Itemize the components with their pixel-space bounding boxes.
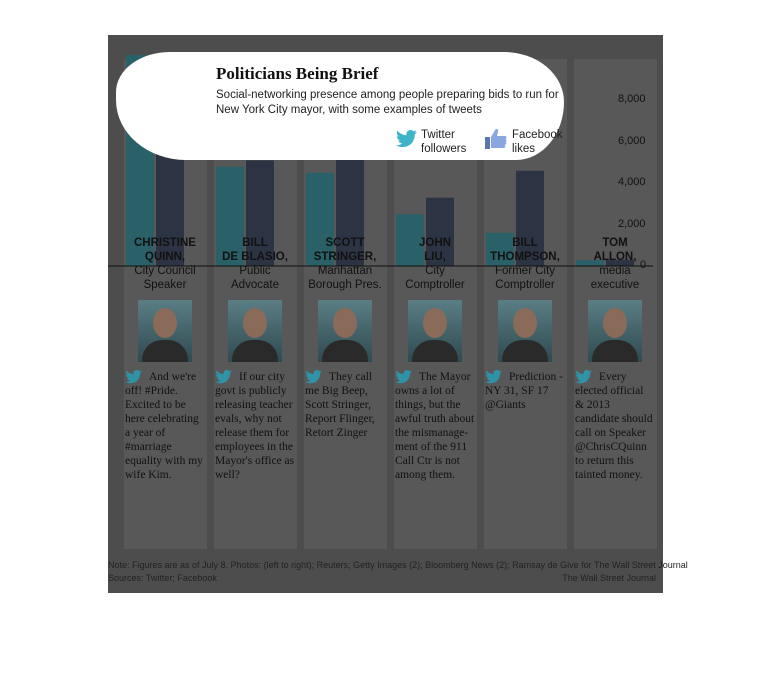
candidate-name: DE BLASIO,: [222, 251, 288, 263]
facebook-bar-2: [336, 141, 364, 266]
twitter-bird-icon: [396, 130, 417, 148]
legend-facebook: Facebook likes: [484, 128, 563, 156]
candidate-name: ALLON,: [593, 251, 637, 263]
candidate-name: THOMPSON,: [490, 251, 560, 263]
candidate-name: BILL: [512, 237, 538, 249]
candidate-name-block: BILL THOMPSON, Former City Comptroller: [480, 236, 570, 292]
candidate-name: STRINGER,: [313, 251, 377, 263]
tweet-body: And we're off! #Pride. Excited to be her…: [125, 371, 203, 481]
candidate-name: TOM: [602, 237, 628, 249]
facebook-bar-3: [426, 197, 454, 266]
candidate-name: LIU,: [424, 251, 446, 263]
legend-facebook-label-1: Facebook: [512, 129, 563, 141]
legend-twitter: Twitter followers: [396, 128, 466, 156]
facebook-bar-1: [246, 160, 274, 266]
candidate-name: JOHN: [419, 237, 451, 249]
chart-title: Politicians Being Brief: [216, 64, 379, 83]
y-tick-label: 8,000: [618, 93, 646, 106]
candidate-role: City Council: [134, 265, 196, 277]
facebook-bar-5: [606, 259, 634, 266]
tweet-body: Prediction - NY 31, SF 17 @Giants: [485, 371, 563, 411]
candidate-role: Speaker: [143, 279, 187, 291]
candidate-name: BILL: [242, 237, 268, 249]
y-tick-label: 6,000: [618, 134, 646, 147]
candidate-photo: [138, 300, 192, 362]
candidate-name-block: JOHN LIU, City Comptroller: [390, 236, 480, 292]
tweet-body: The Mayor owns a lot of things, but the …: [395, 371, 475, 481]
twitter-bird-icon: [125, 370, 142, 384]
tweet-text: Every elected official & 2013 candidate …: [575, 370, 655, 482]
twitter-bird-icon: [575, 370, 592, 384]
candidate-role: Former City: [494, 265, 556, 277]
candidate-name: SCOTT: [325, 237, 365, 249]
tweet-text: The Mayor owns a lot of things, but the …: [395, 370, 475, 482]
candidate-role: Borough Pres.: [308, 279, 382, 291]
candidate-role: Comptroller: [405, 279, 465, 291]
candidate-role: Advocate: [231, 279, 279, 291]
y-tick-label: 4,000: [618, 176, 646, 189]
facebook-bar-0: [156, 150, 184, 266]
candidate-name: QUINN,: [144, 251, 186, 263]
bar-chart: [108, 54, 653, 267]
candidate-photo: [318, 300, 372, 362]
tweet-text: Prediction - NY 31, SF 17 @Giants: [485, 370, 565, 412]
candidate-role: City: [425, 265, 445, 277]
twitter-bar-1: [216, 166, 244, 266]
twitter-bar-5: [576, 260, 604, 266]
candidate-role: Comptroller: [495, 279, 555, 291]
legend-twitter-label-1: Twitter: [421, 129, 455, 141]
chart-subtitle: Social-networking presence among people …: [216, 89, 559, 116]
candidate-name: CHRISTINE: [134, 237, 196, 249]
facebook-bar-4: [516, 170, 544, 266]
title-block: Politicians Being Brief Social-networkin…: [216, 64, 566, 118]
candidate-role: media: [599, 265, 631, 277]
candidate-name-block: TOM ALLON, media executive: [570, 236, 660, 292]
candidate-photo: [498, 300, 552, 362]
y-tick-label: 2,000: [618, 217, 646, 230]
y-tick-label: 0: [640, 259, 647, 271]
footer-note: Note: Figures are as of July 8. Photos: …: [108, 560, 688, 570]
candidate-name-block: CHRISTINE QUINN, City Council Speaker: [120, 236, 210, 292]
candidate-role: Public: [239, 265, 271, 277]
twitter-bar-2: [306, 172, 334, 266]
legend-twitter-label-2: followers: [421, 143, 467, 155]
tweet-text: They call me Big Beep, Scott Stringer, R…: [305, 370, 385, 440]
twitter-bird-icon: [305, 370, 322, 384]
candidate-photo: [588, 300, 642, 362]
twitter-bar-4: [486, 232, 514, 266]
tweet-body: Every elected official & 2013 candidate …: [575, 371, 653, 481]
footer-credit: The Wall Street Journal: [562, 573, 656, 583]
tweet-text: If our city govt is publicly releasing t…: [215, 370, 295, 482]
candidate-role: executive: [590, 279, 640, 291]
legend-facebook-label-2: likes: [512, 143, 536, 155]
tweet-body: If our city govt is publicly releasing t…: [215, 371, 295, 481]
tweet-text: And we're off! #Pride. Excited to be her…: [125, 370, 205, 482]
twitter-bird-icon: [485, 370, 502, 384]
twitter-bar-3: [396, 214, 424, 266]
candidate-photo: [228, 300, 282, 362]
candidate-photo: [408, 300, 462, 362]
footer-sources: Sources: Twitter; Facebook: [108, 573, 217, 583]
candidate-name-block: SCOTT STRINGER, Manhattan Borough Pres.: [300, 236, 390, 292]
candidate-role: Manhattan: [317, 265, 373, 277]
thumbs-up-icon: [485, 128, 507, 149]
tweet-body: They call me Big Beep, Scott Stringer, R…: [305, 371, 375, 439]
candidate-name-block: BILL DE BLASIO, Public Advocate: [210, 236, 300, 292]
twitter-bird-icon: [395, 370, 412, 384]
twitter-bird-icon: [215, 370, 232, 384]
